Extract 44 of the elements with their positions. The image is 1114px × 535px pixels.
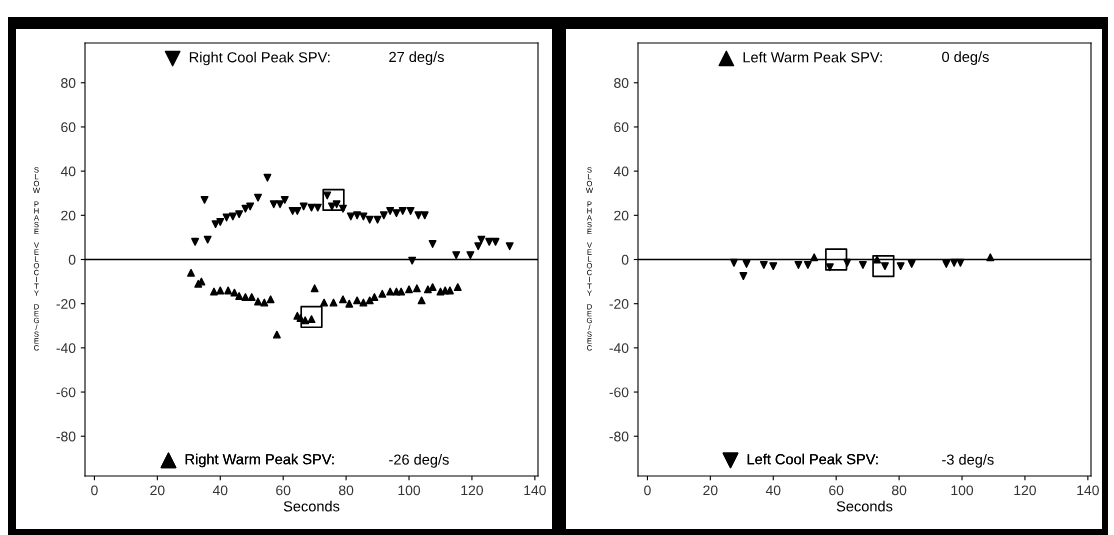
x-axis-title: Seconds <box>836 500 893 512</box>
x-tick-label: 20 <box>150 485 165 496</box>
legend-label: Left Cool Peak SPV: <box>747 453 878 465</box>
annotation: 0 deg/s <box>942 51 989 65</box>
x-tick-label: 100 <box>951 485 974 496</box>
y-tick-label: 0 <box>68 254 76 265</box>
x-tick-label: 80 <box>338 485 354 496</box>
x-tick-label: 100 <box>398 485 421 496</box>
x-tick-label: 140 <box>1077 485 1099 496</box>
y-tick-label: 0 <box>621 254 629 265</box>
y-tick-label: 40 <box>613 166 629 177</box>
legend-label: Right Warm Peak SPV: <box>185 453 334 468</box>
x-tick-label: 120 <box>461 485 483 496</box>
x-tick-label: 140 <box>524 485 546 496</box>
y-tick-label: 40 <box>60 166 76 177</box>
y-tick-label: 80 <box>61 78 76 88</box>
y-tick-label: -40 <box>56 343 76 354</box>
legend-label: Left Warm Peak SPV: <box>743 51 882 63</box>
y-tick-label: -20 <box>56 299 76 309</box>
annotation: 27 deg/s <box>389 51 444 65</box>
y-tick-label: 80 <box>614 78 629 88</box>
annotation: -26 deg/s <box>389 454 449 468</box>
y-tick-label: 20 <box>614 210 629 221</box>
y-tick-label: -40 <box>609 343 629 354</box>
legend-label: Right Cool Peak SPV: <box>189 51 330 66</box>
x-tick-label: 40 <box>212 485 228 496</box>
y-tick-label: -80 <box>56 431 76 442</box>
x-tick-label: 20 <box>703 485 718 496</box>
x-tick-label: 40 <box>765 485 781 496</box>
x-tick-label: 60 <box>276 485 291 496</box>
y-tick-label: -20 <box>609 299 629 309</box>
x-tick-label: 60 <box>829 485 844 496</box>
x-axis-title: Seconds <box>283 500 340 512</box>
y-tick-label: 60 <box>61 122 76 133</box>
annotation: -3 deg/s <box>942 454 994 468</box>
y-tick-label: 20 <box>61 210 76 221</box>
y-tick-label: -60 <box>56 387 76 398</box>
x-tick-label: 0 <box>91 485 98 496</box>
y-tick-label: 60 <box>614 122 629 133</box>
y-tick-label: -60 <box>609 387 629 398</box>
x-tick-label: 120 <box>1014 485 1036 496</box>
x-tick-label: 80 <box>891 485 907 496</box>
x-tick-label: 0 <box>644 485 651 496</box>
y-tick-label: -80 <box>609 431 629 442</box>
